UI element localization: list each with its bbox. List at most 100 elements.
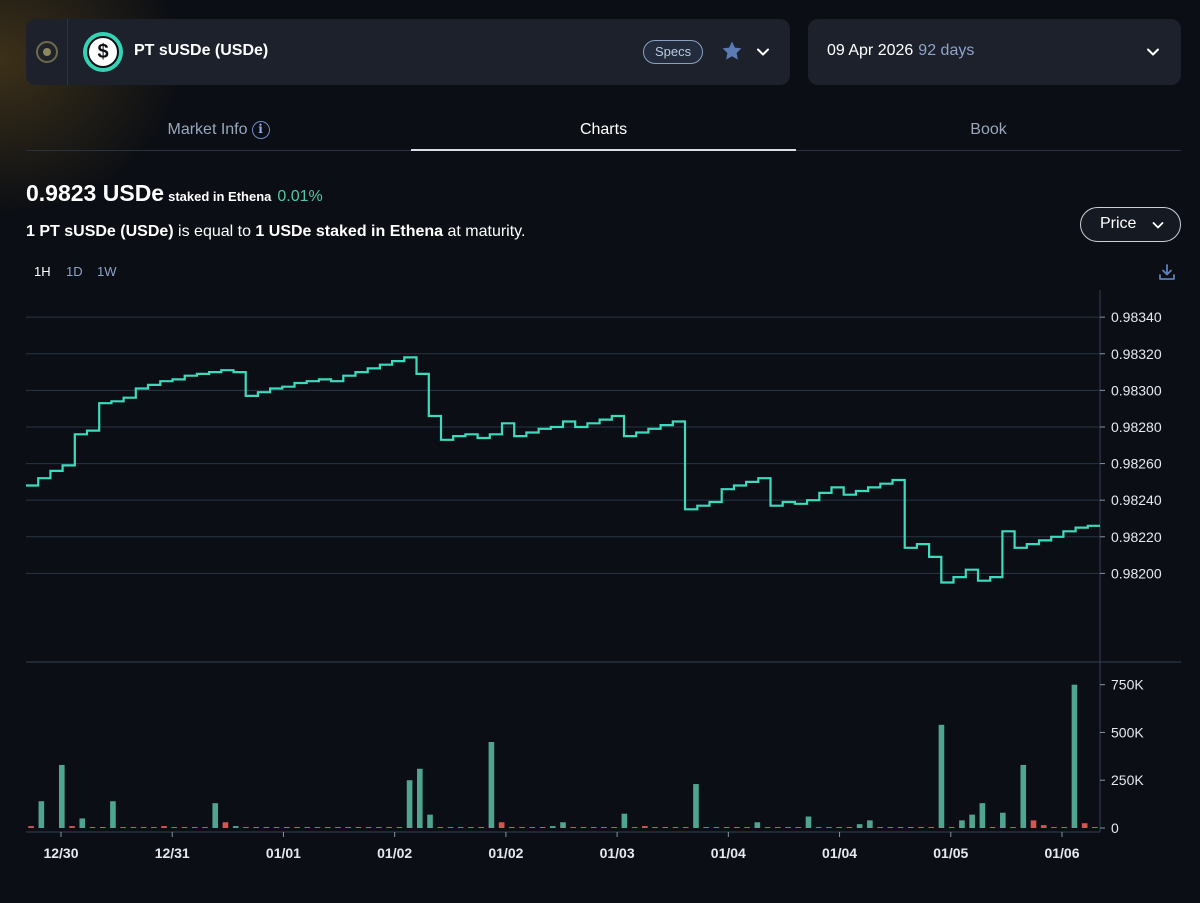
volume-bar-up	[38, 801, 45, 828]
volume-bar-down	[836, 827, 842, 828]
volume-bar-down	[928, 827, 935, 828]
price-unit: staked in Ethena	[168, 189, 272, 204]
volume-bar-down	[314, 827, 321, 828]
volume-bar-down	[345, 827, 352, 828]
price-tick-label: 0.98300	[1111, 382, 1162, 398]
volume-bar-down	[99, 827, 106, 828]
volume-bar-up	[979, 803, 986, 828]
volume-bar-down	[243, 827, 249, 828]
volume-bar-up	[549, 826, 556, 828]
volume-bar-down	[815, 827, 822, 828]
volume-tick-label: 500K	[1111, 724, 1144, 740]
volume-bar-down	[89, 827, 96, 828]
volume-bar-down	[948, 827, 955, 828]
x-axis: 12/30 12/31 01/01 01/02 01/02 01/03 01/04 01/04…	[43, 832, 1080, 861]
x-tick-label: 12/30	[43, 845, 78, 861]
volume-bar-down	[457, 827, 464, 828]
pendle-logo-icon	[35, 41, 58, 63]
volume-bar-up	[938, 724, 945, 828]
x-tick-label: 01/02	[377, 845, 412, 861]
volume-bar-down	[437, 827, 444, 828]
volume-bar-up	[110, 801, 116, 828]
volume-bar-up	[621, 813, 628, 828]
volume-bar-up	[1020, 764, 1027, 828]
interval-1d[interactable]: 1D	[66, 264, 83, 279]
volume-bar-up	[867, 820, 873, 828]
volume-bar-down	[376, 827, 382, 828]
price-axis: 0.98200 0.98220 0.98240 0.98260 0.98280 0.983…	[1100, 309, 1162, 581]
price-tick-label: 0.98260	[1111, 456, 1162, 472]
volume-bar-down	[774, 827, 781, 828]
underlying-asset: 1 USDe staked in Ethena	[255, 223, 444, 240]
volume-bar-down	[846, 827, 853, 828]
volume-bar-up	[1000, 812, 1006, 828]
metric-dropdown[interactable]: Price	[1080, 207, 1181, 242]
platform-logo[interactable]	[26, 19, 68, 85]
volume-bar-down	[529, 827, 536, 828]
volume-tick-label: 750K	[1111, 677, 1144, 693]
volume-bar-down	[826, 827, 832, 828]
maturity-equivalence: 1 PT sUSDe (USDe) is equal to 1 USDe sta…	[26, 223, 525, 241]
volume-bar-up	[58, 764, 65, 828]
volume-bars	[28, 684, 1098, 828]
volume-bar-down	[191, 827, 198, 828]
maturity-selector[interactable]: 09 Apr 2026 92 days	[808, 19, 1181, 85]
tab-label: Charts	[579, 121, 628, 138]
download-icon[interactable]	[1157, 262, 1177, 282]
price-grid	[26, 290, 1181, 833]
tab-bar: Market Info i Charts Book	[26, 113, 1181, 151]
volume-bar-down	[253, 827, 259, 828]
price-tick-label: 0.98220	[1111, 529, 1162, 545]
price-volume-chart[interactable]: 0.98200 0.98220 0.98240 0.98260 0.98280 0.983…	[0, 290, 1200, 903]
price-tick-label: 0.98280	[1111, 419, 1162, 435]
specs-button[interactable]: Specs	[643, 40, 704, 64]
volume-bar-down	[151, 827, 157, 828]
chevron-down-icon[interactable]	[755, 44, 771, 60]
volume-bar-down	[69, 826, 75, 828]
volume-bar-up	[693, 784, 699, 828]
volume-bar-down	[130, 827, 137, 828]
volume-bar-down	[222, 822, 229, 828]
tab-market-info[interactable]: Market Info i	[26, 113, 411, 150]
volume-tick-label: 0	[1111, 820, 1119, 836]
interval-1h[interactable]: 1H	[34, 264, 51, 279]
volume-bar-down	[764, 827, 771, 828]
star-icon[interactable]	[720, 39, 744, 63]
x-tick-label: 01/05	[933, 845, 968, 861]
chevron-down-icon	[1152, 222, 1164, 229]
tab-label: Market Info	[167, 121, 248, 138]
info-icon[interactable]: i	[251, 121, 270, 139]
chevron-down-icon[interactable]	[1145, 44, 1161, 60]
volume-bar-down	[355, 827, 362, 828]
tab-charts[interactable]: Charts	[411, 113, 796, 151]
market-selector[interactable]: $ PT sUSDe (USDe) Specs	[26, 19, 790, 85]
volume-bar-down	[447, 827, 454, 828]
volume-bar-down	[365, 827, 372, 828]
volume-bar-down	[202, 827, 208, 828]
volume-bar-up	[856, 824, 863, 828]
volume-bar-down	[713, 827, 720, 828]
pt-token-name: 1 PT sUSDe (USDe)	[26, 223, 174, 240]
tab-label: Book	[970, 121, 1007, 138]
price-line	[26, 356, 1100, 584]
volume-bar-down	[1010, 827, 1016, 828]
volume-bar-down	[887, 827, 894, 828]
tab-book[interactable]: Book	[796, 113, 1181, 150]
volume-bar-down	[284, 827, 290, 828]
interval-1w[interactable]: 1W	[97, 264, 117, 279]
volume-bar-up	[427, 814, 433, 828]
price-summary: 0.9823 USDe staked in Ethena 0.01%	[26, 180, 323, 207]
volume-bar-down	[509, 827, 515, 828]
x-tick-label: 01/06	[1044, 845, 1079, 861]
volume-bar-up	[969, 814, 975, 828]
volume-bar-down	[877, 827, 883, 828]
price-change: 0.01%	[277, 188, 323, 205]
volume-bar-down	[642, 826, 648, 828]
volume-bar-down	[396, 827, 403, 828]
volume-bar-down	[181, 827, 188, 828]
volume-bar-down	[335, 827, 341, 828]
volume-bar-down	[161, 826, 167, 828]
volume-bar-down	[304, 827, 311, 828]
volume-tick-label: 250K	[1111, 772, 1144, 788]
volume-axis: 0 250K 500K 750K	[1100, 677, 1144, 836]
